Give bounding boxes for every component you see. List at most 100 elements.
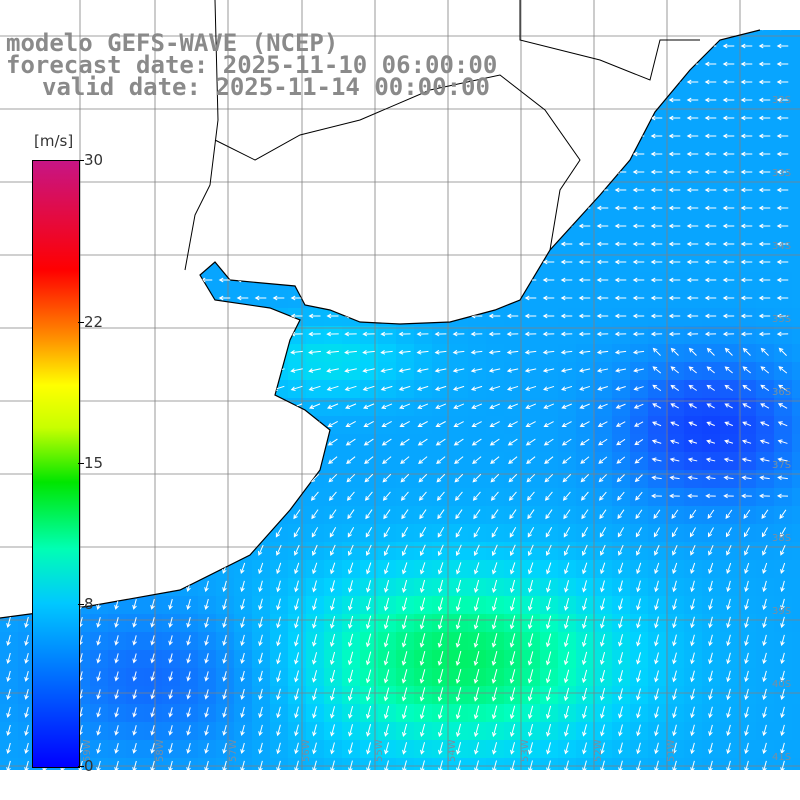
wind-speed-cell [324, 146, 343, 165]
wind-speed-cell [594, 650, 613, 669]
wind-speed-cell [216, 326, 235, 345]
wind-speed-cell [414, 506, 433, 525]
wind-speed-cell [90, 200, 109, 219]
wind-speed-cell [558, 182, 577, 201]
wind-arrow [365, 705, 372, 720]
wind-arrow [560, 187, 573, 193]
wind-arrow [506, 205, 519, 211]
wind-arrow [110, 331, 123, 337]
wind-arrow [506, 115, 519, 121]
wind-speed-cell [576, 578, 595, 597]
wind-speed-cell [486, 254, 505, 273]
wind-arrow [112, 491, 121, 501]
wind-speed-cell [18, 632, 37, 651]
wind-arrow [200, 151, 213, 157]
wind-speed-cell [522, 56, 541, 75]
wind-arrow [254, 151, 267, 157]
wind-arrow [687, 457, 698, 463]
wind-speed-cell [486, 488, 505, 507]
wind-arrow [272, 205, 285, 211]
wind-speed-cell [504, 146, 523, 165]
wind-speed-cell [414, 470, 433, 489]
wind-arrow [596, 241, 609, 247]
wind-arrow [509, 562, 516, 575]
wind-arrow [614, 313, 627, 319]
wind-speed-cell [684, 578, 703, 597]
wind-speed-cell [486, 200, 505, 219]
wind-arrow [222, 760, 227, 770]
longitude-label: 57W [228, 739, 239, 762]
wind-arrow [452, 133, 465, 139]
wind-speed-cell [72, 776, 91, 795]
wind-speed-cell [378, 596, 397, 615]
wind-arrow [455, 544, 462, 557]
wind-arrow [344, 385, 357, 391]
wind-arrow [668, 97, 681, 103]
wind-speed-cell [162, 164, 181, 183]
wind-arrow [758, 223, 771, 229]
wind-arrow [509, 633, 516, 648]
wind-speed-cell [198, 650, 217, 669]
wind-arrow [240, 544, 246, 556]
wind-arrow [218, 169, 231, 175]
wind-speed-cell [504, 452, 523, 471]
wind-speed-cell [522, 740, 541, 759]
wind-arrow [542, 115, 555, 121]
wind-arrow [600, 562, 606, 575]
wind-speed-cell [504, 524, 523, 543]
wind-arrow [778, 384, 788, 392]
wind-arrow [380, 295, 393, 301]
wind-speed-cell [486, 632, 505, 651]
wind-arrow [164, 349, 177, 355]
wind-arrow [312, 760, 317, 770]
wind-arrow [182, 313, 195, 319]
wind-arrow [186, 598, 191, 610]
wind-speed-cell [468, 254, 487, 273]
wind-arrow [632, 97, 645, 103]
wind-arrow [92, 277, 105, 283]
latitude-label: 35S [772, 314, 791, 325]
wind-speed-cell [342, 398, 361, 417]
wind-arrow [470, 133, 483, 139]
wind-arrow [24, 706, 29, 718]
wind-arrow [380, 277, 393, 283]
wind-speed-cell [486, 758, 505, 770]
wind-arrow [236, 169, 249, 175]
wind-speed-cell [450, 128, 469, 147]
wind-arrow [5, 527, 13, 538]
wind-speed-cell [756, 200, 775, 219]
wind-speed-cell [450, 560, 469, 579]
wind-arrow [762, 634, 767, 647]
wind-arrow [347, 615, 354, 630]
wind-arrow [398, 241, 411, 247]
wind-arrow [96, 760, 101, 770]
wind-speed-cell [198, 776, 217, 795]
wind-speed-cell [792, 416, 800, 435]
wind-arrow [744, 634, 749, 647]
wind-arrow [473, 668, 480, 684]
wind-speed-cell [360, 740, 379, 759]
wind-arrow [308, 223, 321, 229]
wind-arrow [329, 527, 337, 538]
wind-speed-cell [594, 614, 613, 633]
wind-speed-cell [90, 182, 109, 201]
wind-arrow [455, 597, 462, 612]
wind-speed-cell [108, 758, 127, 770]
wind-arrow [636, 562, 642, 575]
wind-arrow [650, 331, 663, 337]
wind-speed-cell [360, 524, 379, 543]
wind-arrow [326, 133, 339, 139]
wind-speed-cell [792, 164, 800, 183]
wind-arrow [542, 331, 555, 337]
wind-arrow [776, 133, 789, 139]
wind-arrow [132, 635, 137, 646]
wind-speed-cell [702, 56, 721, 75]
wind-speed-cell [774, 704, 793, 723]
wind-arrow [776, 97, 789, 103]
wind-arrow [312, 724, 317, 737]
wind-speed-cell [612, 632, 631, 651]
wind-speed-cell [162, 488, 181, 507]
wind-speed-cell [684, 452, 703, 471]
wind-speed-cell [594, 362, 613, 381]
wind-arrow [20, 368, 33, 373]
